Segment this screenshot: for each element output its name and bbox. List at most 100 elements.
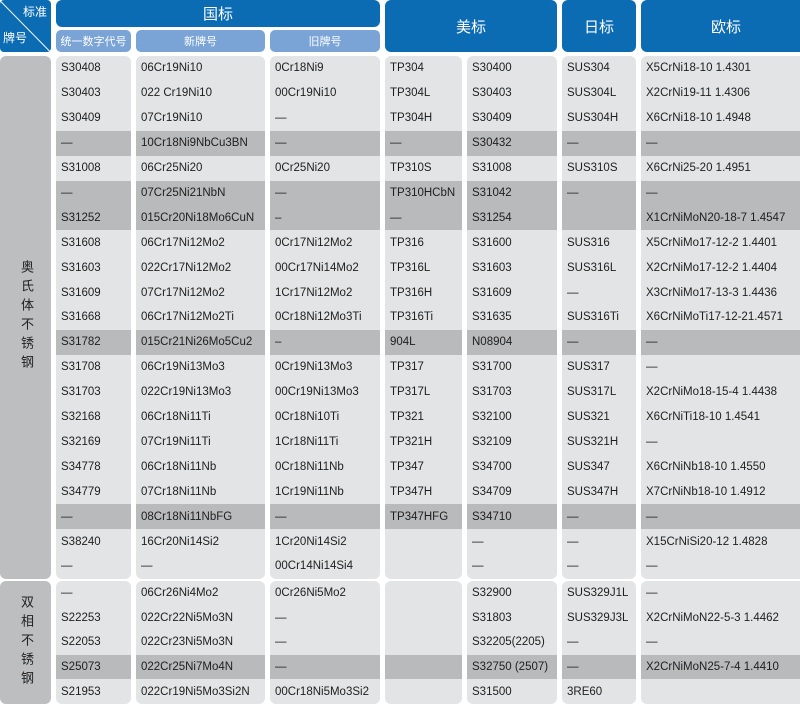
cell-us-uns: S32750 (2507)	[467, 654, 557, 680]
cell-us-astm: TP347H	[390, 485, 433, 498]
cell-us-uns: S30403	[472, 87, 512, 100]
cell-us-uns: —	[472, 560, 484, 573]
cell-us-uns: S31254	[467, 205, 557, 231]
cell-jp-jis: SUS304L	[567, 87, 617, 100]
section-label-text: 奥氏体不锈钢	[18, 260, 33, 375]
cell-unified-code: S31703	[61, 386, 101, 399]
cell-unified-code: S31708	[61, 361, 101, 374]
cell-jp-jis: —	[567, 560, 579, 573]
cell-us-uns: S31500	[472, 685, 512, 698]
cell-us-astm: TP316	[390, 236, 424, 249]
subheader-unified-code: 统一数字代号	[56, 30, 131, 52]
corner-header: 标准 牌号	[0, 0, 51, 52]
cell-jp-jis: SUS329J3L	[567, 611, 629, 624]
cell-new-grade: 022Cr19Ni13Mo3	[141, 386, 232, 399]
column-jp-jis: SUS329J1L SUS329J3L — — 3RE60	[562, 581, 636, 704]
cell-old-grade: 00Cr18Ni5Mo3Si2	[275, 685, 369, 698]
cell-unified-code: S25073	[56, 654, 131, 680]
cell-old-grade: 1Cr20Ni14Si2	[275, 535, 347, 548]
cell-us-astm: TP321	[390, 411, 424, 424]
cell-old-grade: —	[270, 504, 380, 530]
cell-unified-code: S31252	[56, 205, 131, 231]
cell-unified-code: S34778	[61, 460, 101, 473]
column-us-astm	[385, 581, 462, 704]
cell-us-astm	[385, 554, 462, 579]
cell-old-grade: 00Cr19Ni13Mo3	[275, 386, 359, 399]
cell-unified-code: S32169	[61, 435, 101, 448]
cell-us-uns: N08904	[467, 329, 557, 355]
cell-us-astm	[385, 679, 462, 704]
cell-old-grade: 1Cr17Ni12Mo2	[275, 286, 353, 299]
cell-new-grade: 16Cr20Ni14Si2	[141, 535, 219, 548]
cell-jp-jis: SUS347H	[567, 485, 619, 498]
cell-us-astm: TP347HFG	[385, 504, 462, 530]
cell-unified-code: —	[61, 560, 73, 573]
cell-eu-en: X5CrNiMo17-12-2 1.4401	[646, 236, 778, 249]
cell-unified-code: —	[61, 587, 73, 600]
cell-jp-jis: SUS321H	[567, 435, 619, 448]
cell-old-grade: —	[275, 636, 287, 649]
cell-new-grade: 06Cr18Ni11Ti	[141, 411, 211, 424]
cell-old-grade: –	[270, 205, 380, 231]
cell-new-grade: 10Cr18Ni9NbCu3BN	[136, 130, 265, 156]
cell-unified-code: S31603	[61, 261, 101, 274]
cell-old-grade: –	[270, 329, 380, 355]
header-jp: 日标	[562, 0, 636, 52]
cell-old-grade: 0Cr18Ni12Mo3Ti	[275, 311, 362, 324]
cell-jp-jis: SUS304	[567, 62, 610, 75]
cell-old-grade: —	[275, 112, 287, 125]
section-label-text: 双相不锈钢	[18, 595, 33, 690]
column-old-grade: 0Cr26Ni5Mo2 — — — 00Cr18Ni5Mo3Si2	[270, 581, 380, 704]
cell-eu-en	[641, 679, 800, 704]
cell-unified-code: —	[56, 504, 131, 530]
cell-us-uns: S31803	[472, 611, 512, 624]
cell-us-astm	[385, 654, 462, 680]
cell-us-uns: S31008	[472, 162, 512, 175]
cell-us-uns: S34710	[467, 504, 557, 530]
cell-old-grade: 00Cr14Ni14Si4	[275, 560, 353, 573]
cell-us-astm	[385, 581, 462, 606]
cell-eu-en: X6CrNiTi18-10 1.4541	[646, 411, 760, 424]
cell-new-grade: 022Cr19Ni5Mo3Si2N	[141, 685, 250, 698]
cell-new-grade: 07Cr19Ni10	[141, 112, 203, 125]
cell-new-grade: 07Cr17Ni12Mo2	[141, 286, 225, 299]
cell-unified-code: S21953	[61, 685, 101, 698]
header-us: 美标	[385, 0, 557, 52]
cell-us-astm: TP304L	[390, 87, 431, 100]
cell-eu-en: X6CrNiNb18-10 1.4550	[646, 460, 766, 473]
cell-us-astm	[385, 630, 462, 655]
cell-unified-code: S31668	[61, 311, 101, 324]
cell-new-grade: —	[141, 560, 153, 573]
cell-new-grade: 06Cr25Ni20	[141, 162, 203, 175]
cell-eu-en: X6CrNi25-20 1.4951	[646, 162, 751, 175]
column-new-grade: 06Cr26Ni4Mo2 022Cr22Ni5Mo3N 022Cr23Ni5Mo3N…	[136, 581, 265, 704]
cell-us-astm: TP304H	[390, 112, 433, 125]
cell-us-uns: S31600	[472, 236, 512, 249]
cell-unified-code: S31609	[61, 286, 101, 299]
cell-us-astm: TP310S	[390, 162, 432, 175]
cell-unified-code: —	[56, 180, 131, 206]
cell-us-astm: TP317L	[390, 386, 431, 399]
cell-unified-code: S31008	[61, 162, 101, 175]
cell-jp-jis: SUS304H	[567, 112, 619, 125]
cell-eu-en: X15CrNiSi20-12 1.4828	[646, 535, 768, 548]
cell-eu-en: X2CrNi19-11 1.4306	[646, 87, 750, 100]
column-jp-jis: SUS304 SUS304L SUS304H — SUS310S — SUS316 SUS31…	[562, 56, 636, 579]
cell-unified-code: S30408	[61, 62, 101, 75]
cell-us-uns: S32109	[472, 435, 512, 448]
cell-eu-en: —	[646, 560, 658, 573]
cell-us-uns: S30409	[472, 112, 512, 125]
cell-eu-en: X3CrNiMo17-13-3 1.4436	[646, 286, 778, 299]
cell-eu-en: X1CrNiMoN20-18-7 1.4547	[641, 205, 800, 231]
cell-new-grade: 06Cr19Ni10	[141, 62, 203, 75]
cell-jp-jis: SUS310S	[567, 162, 618, 175]
cell-old-grade: 0Cr18Ni10Ti	[275, 411, 340, 424]
column-eu-en: — X2CrNiMoN22-5-3 1.4462 — X2CrNiMoN25-7-4 …	[641, 581, 800, 704]
section-label: 双相不锈钢	[0, 581, 51, 704]
cell-us-astm	[385, 606, 462, 631]
section-label: 奥氏体不锈钢	[0, 56, 51, 579]
cell-unified-code: S31782	[56, 329, 131, 355]
cell-old-grade: —	[275, 611, 287, 624]
cell-new-grade: 015Cr20Ni18Mo6CuN	[136, 205, 265, 231]
column-us-uns: S32900 S31803 S32205(2205) S32750 (2507) S31…	[467, 581, 557, 704]
